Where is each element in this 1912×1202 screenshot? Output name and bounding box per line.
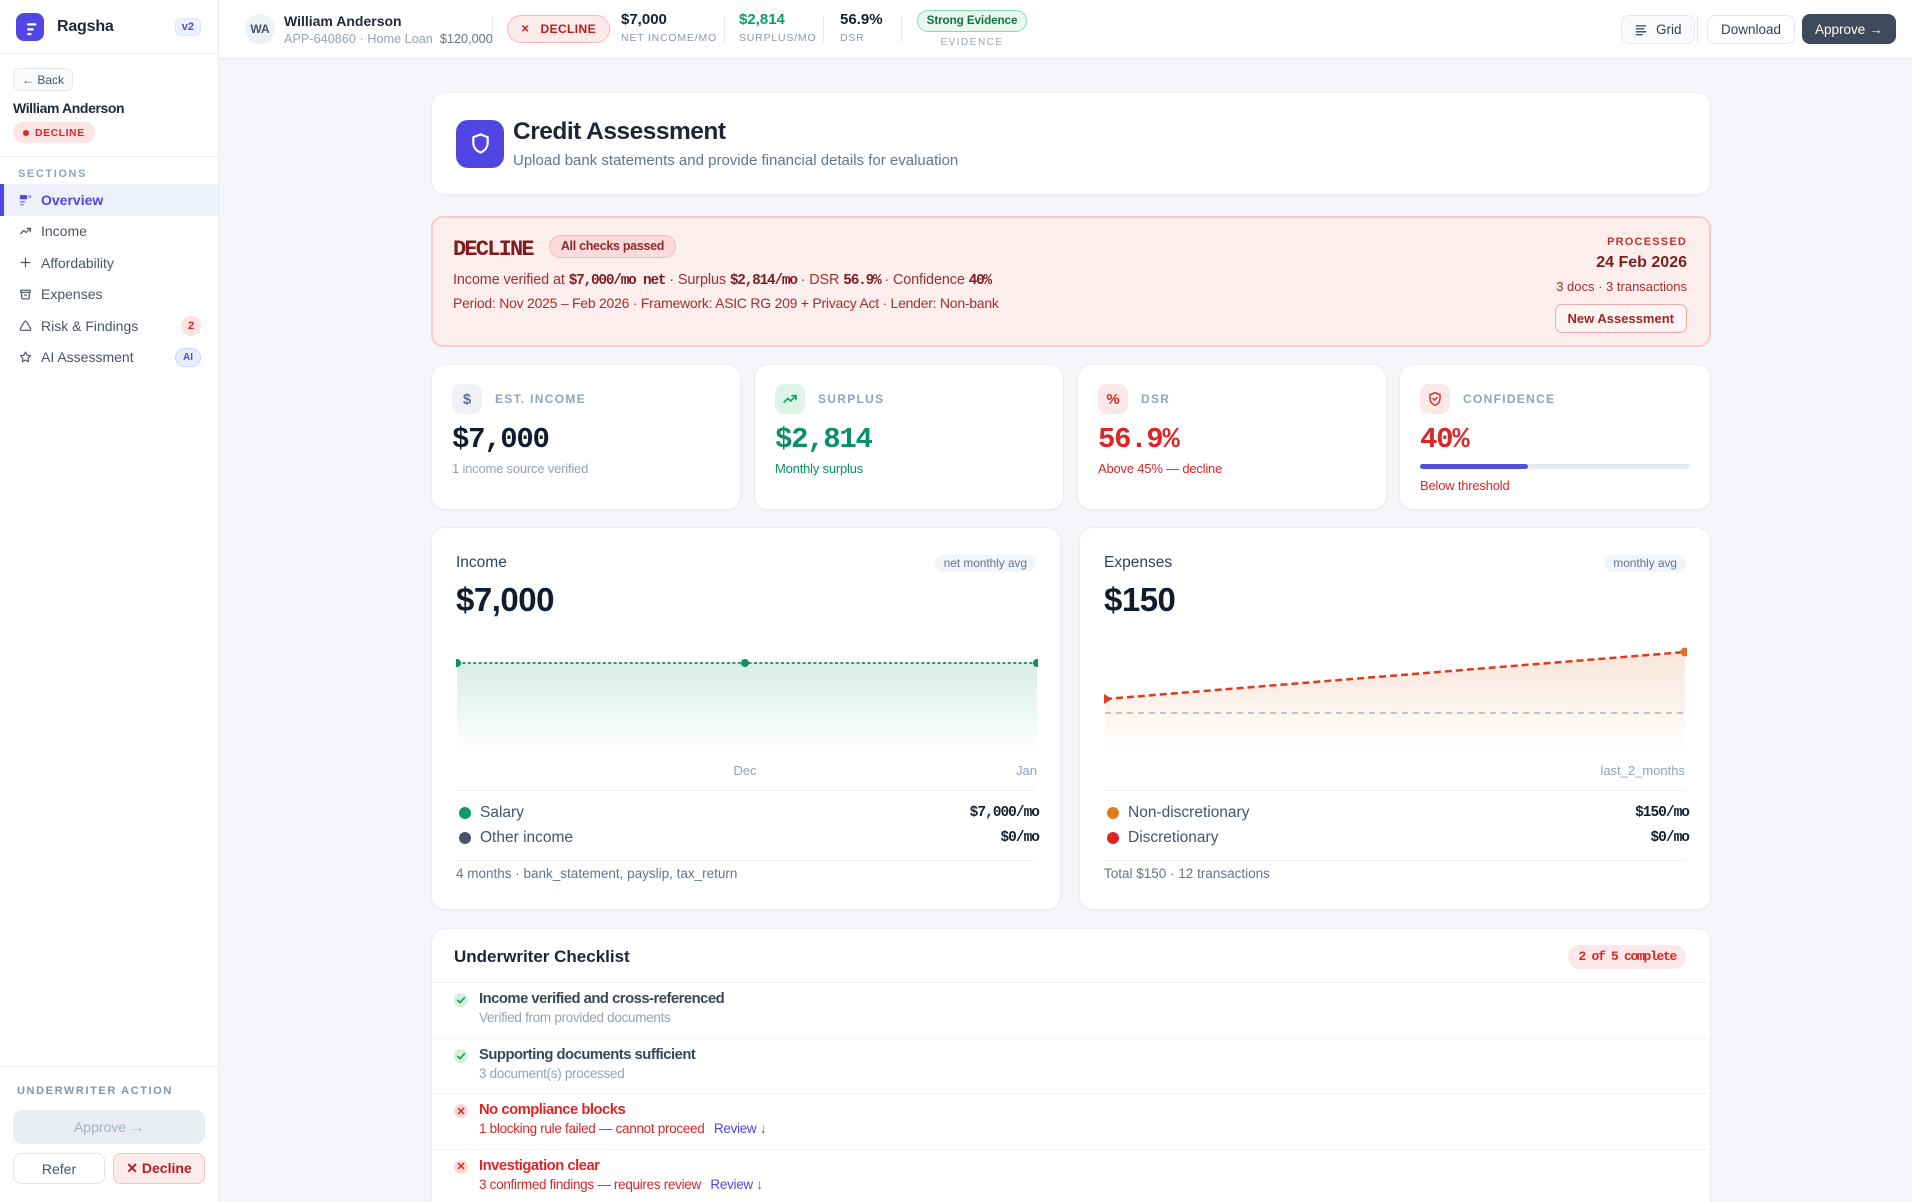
svg-text:Dec: Dec xyxy=(733,763,757,778)
svg-text:last_2_months: last_2_months xyxy=(1600,763,1685,778)
svg-text:Jan: Jan xyxy=(1016,763,1037,778)
